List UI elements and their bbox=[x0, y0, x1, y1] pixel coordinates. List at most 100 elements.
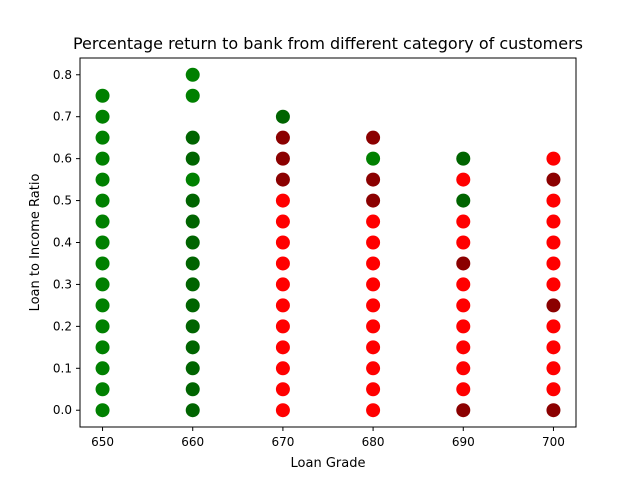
data-point bbox=[366, 214, 381, 229]
data-point bbox=[456, 361, 471, 376]
data-point bbox=[95, 172, 110, 187]
data-point bbox=[95, 277, 110, 292]
data-point bbox=[366, 298, 381, 313]
data-point bbox=[185, 172, 200, 187]
data-point bbox=[546, 193, 561, 208]
data-point bbox=[95, 403, 110, 418]
y-tick-label: 0.0 bbox=[53, 403, 72, 417]
data-point bbox=[275, 319, 290, 334]
data-point bbox=[185, 340, 200, 355]
data-point bbox=[456, 403, 471, 418]
y-tick-label: 0.5 bbox=[53, 194, 72, 208]
data-point bbox=[366, 235, 381, 250]
data-point bbox=[185, 88, 200, 103]
y-axis-ticks: 0.0 0.1 0.2 0.3 0.4 0.5 0.6 0.7 0.8 bbox=[53, 68, 80, 417]
y-tick-label: 0.7 bbox=[53, 110, 72, 124]
data-point bbox=[185, 382, 200, 397]
data-point bbox=[95, 256, 110, 271]
data-point bbox=[95, 193, 110, 208]
data-point bbox=[185, 277, 200, 292]
data-point bbox=[275, 277, 290, 292]
x-tick-label: 660 bbox=[181, 435, 204, 449]
y-tick-label: 0.1 bbox=[53, 361, 72, 375]
x-tick-label: 670 bbox=[271, 435, 294, 449]
data-point bbox=[275, 130, 290, 145]
x-tick-label: 650 bbox=[91, 435, 114, 449]
data-point bbox=[546, 277, 561, 292]
data-point bbox=[185, 67, 200, 82]
data-points bbox=[95, 67, 561, 418]
x-tick-label: 700 bbox=[542, 435, 565, 449]
data-point bbox=[456, 172, 471, 187]
data-point bbox=[546, 235, 561, 250]
data-point bbox=[366, 256, 381, 271]
data-point bbox=[366, 172, 381, 187]
data-point bbox=[95, 298, 110, 313]
data-point bbox=[366, 403, 381, 418]
data-point bbox=[456, 214, 471, 229]
data-point bbox=[546, 172, 561, 187]
data-point bbox=[95, 151, 110, 166]
data-point bbox=[275, 235, 290, 250]
data-point bbox=[95, 235, 110, 250]
data-point bbox=[275, 193, 290, 208]
y-tick-label: 0.3 bbox=[53, 277, 72, 291]
data-point bbox=[546, 151, 561, 166]
data-point bbox=[185, 193, 200, 208]
data-point bbox=[95, 340, 110, 355]
data-point bbox=[366, 340, 381, 355]
x-axis-ticks: 650 660 670 680 690 700 bbox=[91, 427, 565, 449]
data-point bbox=[275, 403, 290, 418]
data-point bbox=[456, 340, 471, 355]
data-point bbox=[546, 319, 561, 334]
data-point bbox=[456, 319, 471, 334]
data-point bbox=[546, 298, 561, 313]
data-point bbox=[366, 361, 381, 376]
data-point bbox=[275, 109, 290, 124]
data-point bbox=[185, 151, 200, 166]
data-point bbox=[366, 382, 381, 397]
data-point bbox=[95, 382, 110, 397]
data-point bbox=[95, 214, 110, 229]
data-point bbox=[275, 361, 290, 376]
data-point bbox=[95, 88, 110, 103]
data-point bbox=[95, 109, 110, 124]
data-point bbox=[275, 298, 290, 313]
data-point bbox=[185, 298, 200, 313]
y-tick-label: 0.2 bbox=[53, 319, 72, 333]
data-point bbox=[456, 151, 471, 166]
chart-title: Percentage return to bank from different… bbox=[73, 34, 583, 53]
data-point bbox=[456, 277, 471, 292]
data-point bbox=[95, 319, 110, 334]
y-tick-label: 0.8 bbox=[53, 68, 72, 82]
data-point bbox=[185, 361, 200, 376]
data-point bbox=[185, 256, 200, 271]
data-point bbox=[456, 298, 471, 313]
data-point bbox=[366, 277, 381, 292]
data-point bbox=[275, 151, 290, 166]
data-point bbox=[275, 172, 290, 187]
plot-frame bbox=[79, 57, 577, 428]
data-point bbox=[185, 214, 200, 229]
data-point bbox=[185, 403, 200, 418]
data-point bbox=[185, 130, 200, 145]
data-point bbox=[95, 130, 110, 145]
x-axis-label: Loan Grade bbox=[291, 456, 366, 471]
data-point bbox=[275, 256, 290, 271]
data-point bbox=[95, 361, 110, 376]
data-point bbox=[456, 193, 471, 208]
data-point bbox=[275, 382, 290, 397]
data-point bbox=[546, 340, 561, 355]
data-point bbox=[456, 235, 471, 250]
data-point bbox=[546, 382, 561, 397]
data-point bbox=[185, 235, 200, 250]
x-tick-label: 680 bbox=[362, 435, 385, 449]
x-tick-label: 690 bbox=[452, 435, 475, 449]
y-tick-label: 0.4 bbox=[53, 236, 72, 250]
data-point bbox=[546, 214, 561, 229]
data-point bbox=[366, 151, 381, 166]
data-point bbox=[456, 256, 471, 271]
data-point bbox=[366, 319, 381, 334]
data-point bbox=[546, 361, 561, 376]
